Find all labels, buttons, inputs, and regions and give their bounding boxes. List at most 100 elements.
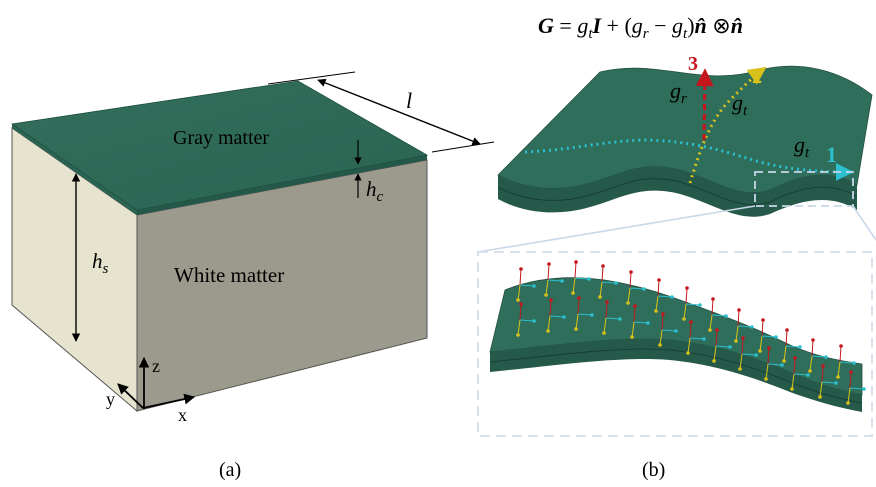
zoom-tangential-arrow-2 (517, 284, 521, 301)
direction-2-path (688, 66, 767, 184)
zoom-radial-arrow-head (785, 328, 789, 332)
zoom-tangential-arrow-1 (633, 321, 649, 324)
zoom-tangential-arrow-1 (767, 363, 783, 366)
zoom-radial-arrow-head (761, 318, 765, 322)
zoom-tangential-arrow-1-head (824, 355, 828, 359)
zoom-radial-arrow-head (633, 304, 637, 308)
zoom-tangential-arrow-1-head (532, 284, 536, 288)
zoom-tangential-arrow-1-head (698, 303, 702, 307)
zoom-tangential-arrow-2-head (758, 349, 762, 353)
cortical-sheet-edge (498, 166, 857, 217)
zoom-tangential-arrow-1 (601, 281, 617, 284)
zoom-radial-arrow-head (574, 260, 578, 264)
zoom-radial-arrow (821, 365, 824, 383)
zoom-tangential-arrow-2 (791, 373, 795, 390)
cortex-front-edge (137, 155, 427, 215)
zoom-radial-arrow-head (605, 300, 609, 304)
zoom-radial-arrow (661, 313, 664, 331)
zoom-tangential-arrow-2-head (602, 331, 606, 335)
zoom-tangential-arrow-1 (519, 319, 535, 322)
zoom-tangential-arrow-2 (819, 381, 823, 398)
zoom-radial-arrow-head (661, 312, 665, 316)
zoom-radial-arrow (657, 279, 660, 297)
axis-y-label: y (106, 389, 115, 409)
zoom-radial-arrow (785, 329, 788, 347)
zoom-radial-arrow (689, 321, 692, 339)
zoom-tangential-arrow-2 (599, 281, 603, 298)
zoom-radial-arrow (767, 347, 770, 365)
zoom-tangential-arrow-1-head (618, 317, 622, 321)
gray-matter-label: Gray matter (173, 127, 269, 149)
zoom-tangential-arrow-2-head (836, 375, 840, 379)
zoom-tangential-arrow-1 (741, 353, 757, 356)
zoom-tangential-arrow-2 (683, 303, 687, 320)
zoom-tangential-arrow-1-head (590, 313, 594, 317)
zoom-radial-arrow (715, 329, 718, 347)
zoom-radial-arrow-head (657, 278, 661, 282)
zoom-tangential-arrow-1-head (642, 287, 646, 291)
zoom-tangential-arrow-2 (765, 363, 769, 380)
zoom-tangential-arrow-2-head (808, 369, 812, 373)
zoom-tangential-arrow-2-head (546, 329, 550, 333)
zoom-radial-arrow-head (685, 286, 689, 290)
zoom-tangential-arrow-1 (577, 313, 593, 316)
zoom-tangential-arrow-2-head (790, 387, 794, 391)
zoom-tangential-arrow-2 (517, 319, 521, 336)
zoom-tangential-arrow-1-head (728, 345, 732, 349)
zoom-tangential-arrow-1-head (774, 335, 778, 339)
zoom-tangential-arrow-1-head (852, 361, 856, 365)
zoom-tangential-arrow-1 (793, 373, 809, 376)
zoom-tangential-arrow-2 (603, 317, 607, 334)
zoom-tangential-arrow-2-head (764, 377, 768, 381)
zoom-radial-arrow-head (741, 336, 745, 340)
zoom-tangential-arrow-1 (605, 317, 621, 320)
zoom-tangential-arrow-1-head (646, 321, 650, 325)
zoom-radial-arrow-head (711, 297, 715, 301)
cortex-thickness-label: hc (366, 177, 384, 205)
zoom-tangential-arrow-2 (739, 353, 743, 370)
zoom-tangential-arrow-2-head (574, 327, 578, 331)
axis-y-arrow (117, 383, 144, 409)
zoom-tangential-arrow-1-head (614, 281, 618, 285)
zoom-tangential-arrow-1 (661, 329, 677, 332)
zoom-connector-right (852, 205, 876, 241)
zoom-tangential-arrow-2-head (782, 359, 786, 363)
zoom-tangential-arrow-1-head (750, 325, 754, 329)
zoom-tangential-arrow-1-head (754, 353, 758, 357)
zoom-tangential-arrow-2-head (818, 395, 822, 399)
zoom-radial-arrow (685, 287, 688, 305)
zoom-tangential-arrow-2 (655, 295, 659, 312)
length-ext-line-1 (267, 71, 356, 85)
zoom-radial-arrow (761, 319, 764, 337)
zoom-radial-arrow-head (839, 344, 843, 348)
zoom-tangential-arrow-1 (839, 361, 855, 364)
zoom-radial-arrow-head (849, 370, 853, 374)
zoom-tangential-arrow-1 (519, 284, 535, 287)
zoom-tangential-arrow-2-head (734, 339, 738, 343)
zoom-tangential-arrow-1-head (798, 345, 802, 349)
length-dimension-arrow (317, 78, 481, 146)
zoom-radial-arrow-head (715, 328, 719, 332)
direction-1-path (524, 138, 854, 181)
zoom-radial-arrow (633, 305, 636, 323)
zoom-radial-arrow-head (767, 346, 771, 350)
panel-a: Gray matter White matter l hc hs z x y (… (10, 71, 495, 481)
length-label: l (406, 88, 412, 113)
zoom-tangential-arrow-2-head (846, 401, 850, 405)
zoom-radial-arrow (549, 299, 552, 317)
zoom-radial-arrow (741, 337, 744, 355)
cortical-sheet-edge-line (497, 178, 858, 206)
zoom-tangential-arrow-2-head (516, 298, 520, 302)
cortex-side-edge (12, 124, 137, 215)
zoom-tangential-arrow-1-head (670, 295, 674, 299)
zoom-radial-arrow-head (737, 308, 741, 312)
zoom-radial-arrow-head (519, 267, 523, 271)
zoom-radial-arrow (737, 309, 740, 327)
zoom-tangential-arrow-1 (811, 355, 827, 358)
zoom-tangential-arrow-2-head (712, 359, 716, 363)
length-ext-line-2 (431, 141, 495, 153)
panel-b-caption: (b) (642, 459, 665, 481)
zoom-tangential-arrow-2-head (738, 367, 742, 371)
zoom-tangential-arrow-2-head (571, 291, 575, 295)
zoom-tangential-arrow-2 (783, 345, 787, 362)
